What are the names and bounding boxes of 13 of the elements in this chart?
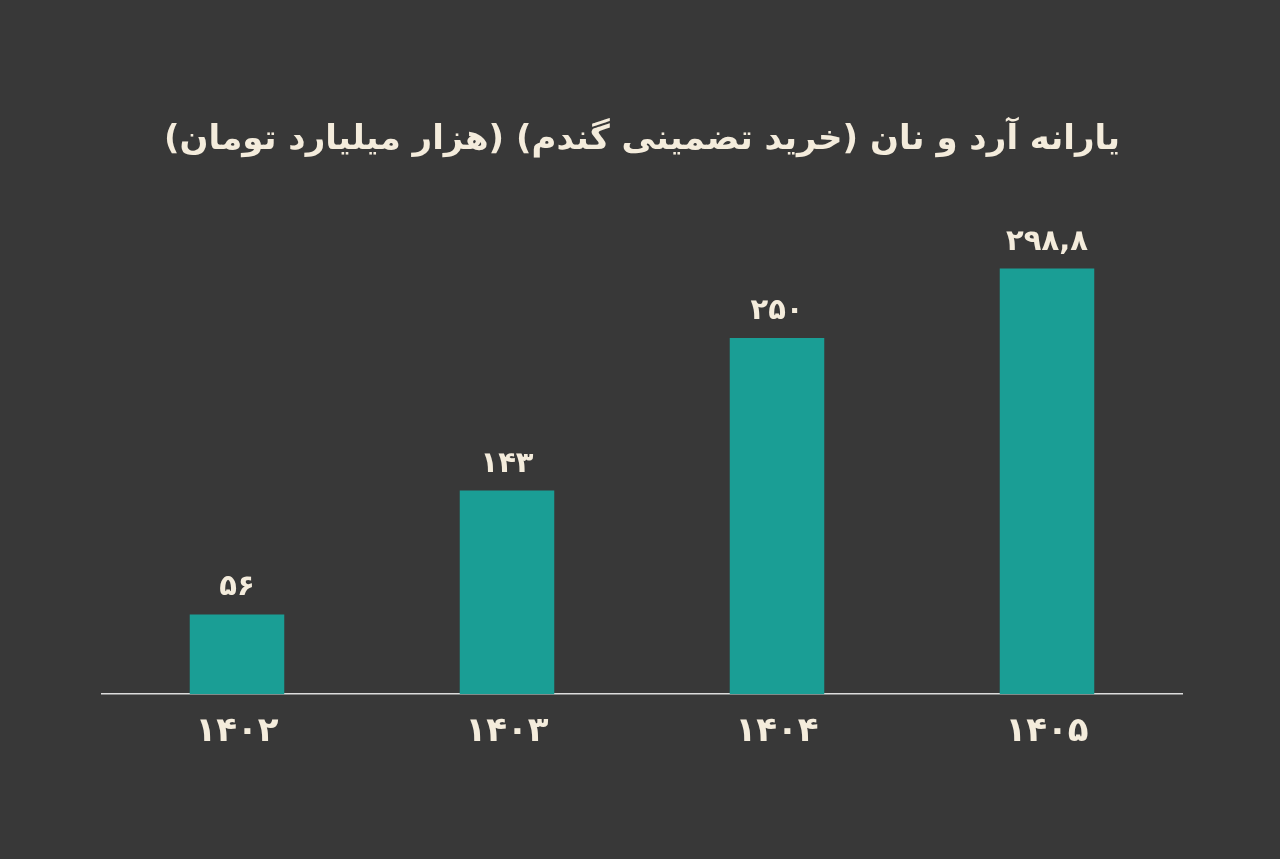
data-label: ۱۴۳ — [480, 444, 534, 479]
x-tick-label: ۱۴۰۳ — [465, 709, 549, 750]
data-label: ۲۹۸,۸ — [1006, 222, 1089, 257]
bar — [459, 490, 555, 695]
x-tick-label: ۱۴۰۲ — [195, 709, 279, 750]
bar — [729, 338, 825, 695]
data-label: ۵۶ — [219, 568, 255, 603]
bar — [189, 614, 285, 695]
chart-title: یارانه آرد و نان (خرید تضمینی گندم) (هزار میلیارد تومان) — [163, 116, 1121, 159]
data-label: ۲۵۰ — [750, 292, 804, 327]
x-tick-label: ۱۴۰۴ — [735, 709, 819, 750]
x-tick-label: ۱۴۰۵ — [1005, 709, 1089, 750]
bar — [999, 268, 1095, 695]
